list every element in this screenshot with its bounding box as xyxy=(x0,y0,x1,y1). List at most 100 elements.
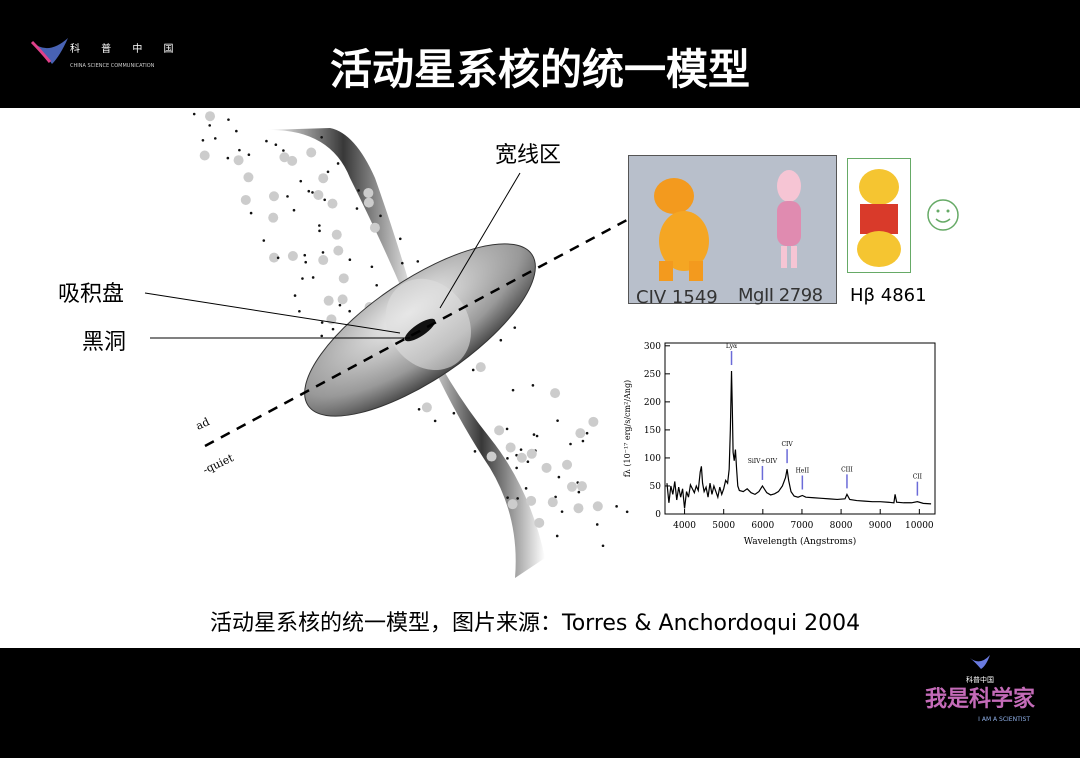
cloud xyxy=(585,431,589,435)
x-tick-label: 8000 xyxy=(830,521,853,531)
cloud xyxy=(473,450,477,453)
label-hbeta: Hβ 4861 xyxy=(850,285,927,306)
smiley-icon xyxy=(927,199,959,231)
cloud xyxy=(301,277,304,280)
cloud xyxy=(318,229,321,233)
cloud xyxy=(555,534,559,538)
cloud xyxy=(320,136,323,139)
cloud xyxy=(511,388,515,392)
y-tick-label: 200 xyxy=(644,398,661,408)
cloud xyxy=(243,172,254,183)
cloud xyxy=(304,260,308,264)
cloud xyxy=(238,148,241,152)
y-axis-label: fλ (10⁻¹⁷ erg/s/cm²/Ang) xyxy=(623,380,632,477)
cloud xyxy=(526,460,530,464)
cloud xyxy=(562,459,573,470)
x-tick-label: 5000 xyxy=(712,521,735,531)
label-mgii: MgII 2798 xyxy=(738,285,823,306)
spectrum-line xyxy=(666,371,932,509)
cloud xyxy=(556,419,559,422)
cloud xyxy=(262,239,266,242)
cloud xyxy=(369,222,380,233)
x-tick-label: 4000 xyxy=(673,521,696,531)
quasar-spectrum-chart: 4000 5000 6000 7000 8000 9000 10000 0 50 100 150 20… xyxy=(623,342,936,547)
cloud xyxy=(311,191,314,194)
logo-en: CHINA SCIENCE COMMUNICATION xyxy=(70,63,155,69)
cloud xyxy=(526,495,537,506)
cloud xyxy=(513,326,517,329)
wing-logo-icon xyxy=(30,38,68,64)
label-black-hole: 黑洞 xyxy=(82,330,127,355)
cloud xyxy=(363,197,374,208)
cloud xyxy=(625,510,629,514)
cloud xyxy=(286,195,289,198)
cloud xyxy=(269,252,280,263)
y-tick-label: 250 xyxy=(644,370,661,380)
cloud xyxy=(534,517,545,528)
cloud xyxy=(531,384,535,387)
cloud xyxy=(494,425,505,436)
cloud xyxy=(338,303,342,307)
cloud xyxy=(326,170,330,174)
header-bar xyxy=(0,0,1080,108)
cloud xyxy=(588,416,599,427)
cloud xyxy=(331,229,342,240)
tigger-figure xyxy=(654,178,709,281)
cloud xyxy=(516,452,527,463)
jet-upper xyxy=(265,128,422,328)
x-tick-label: 6000 xyxy=(751,521,774,531)
y-tick-label: 300 xyxy=(644,342,661,352)
agn-diagram: ad -quiet xyxy=(144,111,641,578)
cloud xyxy=(566,481,577,492)
i-am-scientist-logo: 科普中国 我是科学家 I AM A SCIENTIST xyxy=(920,654,1040,726)
cloud xyxy=(535,434,539,438)
footer-slogan: 我是科学家 xyxy=(924,687,1035,712)
cloud xyxy=(323,295,334,306)
blr-pointer xyxy=(439,172,521,309)
slide-title: 活动星系核的统一模型 xyxy=(329,45,750,94)
y-tick-label: 100 xyxy=(644,454,661,464)
cloud xyxy=(208,124,212,127)
cloud xyxy=(475,362,486,373)
footer-logo-cn: 科普中国 xyxy=(966,676,994,684)
cloud xyxy=(554,495,557,499)
cloud xyxy=(506,496,509,499)
cloud xyxy=(265,139,268,143)
cloud xyxy=(416,260,420,263)
cartoon-image-pooh xyxy=(847,158,911,273)
cloud xyxy=(201,138,205,142)
cloud xyxy=(298,309,301,313)
cloud xyxy=(311,276,315,279)
cloud xyxy=(355,207,359,210)
emission-line-label: CIII xyxy=(841,466,853,473)
cloud xyxy=(576,481,587,492)
cloud xyxy=(240,194,251,205)
cloud xyxy=(421,402,432,413)
disk-pointer xyxy=(144,292,401,334)
cloud xyxy=(532,433,536,436)
cartoon-image-tigger-piglet xyxy=(628,155,837,304)
emission-line-label: CIV xyxy=(781,441,793,448)
label-civ: CIV 1549 xyxy=(636,287,718,308)
y-tick-label: 0 xyxy=(655,510,661,520)
cloud xyxy=(348,309,351,313)
wing-logo-icon xyxy=(970,655,990,669)
cloud xyxy=(581,439,585,443)
cloud xyxy=(333,245,344,256)
cloud xyxy=(601,544,605,548)
cloud xyxy=(293,294,297,297)
cloud xyxy=(379,214,382,218)
emission-line-label: CII xyxy=(913,474,923,481)
cloud xyxy=(506,457,509,460)
cloud xyxy=(499,338,503,342)
cloud xyxy=(516,497,519,500)
cloud xyxy=(321,251,325,254)
cloud xyxy=(287,251,298,262)
y-tick-label: 150 xyxy=(644,426,661,436)
cloud xyxy=(338,273,349,284)
x-tick-label: 10000 xyxy=(905,521,934,531)
cloud xyxy=(213,137,217,140)
cloud xyxy=(318,255,329,266)
cloud xyxy=(226,156,230,160)
cloud xyxy=(282,149,285,152)
